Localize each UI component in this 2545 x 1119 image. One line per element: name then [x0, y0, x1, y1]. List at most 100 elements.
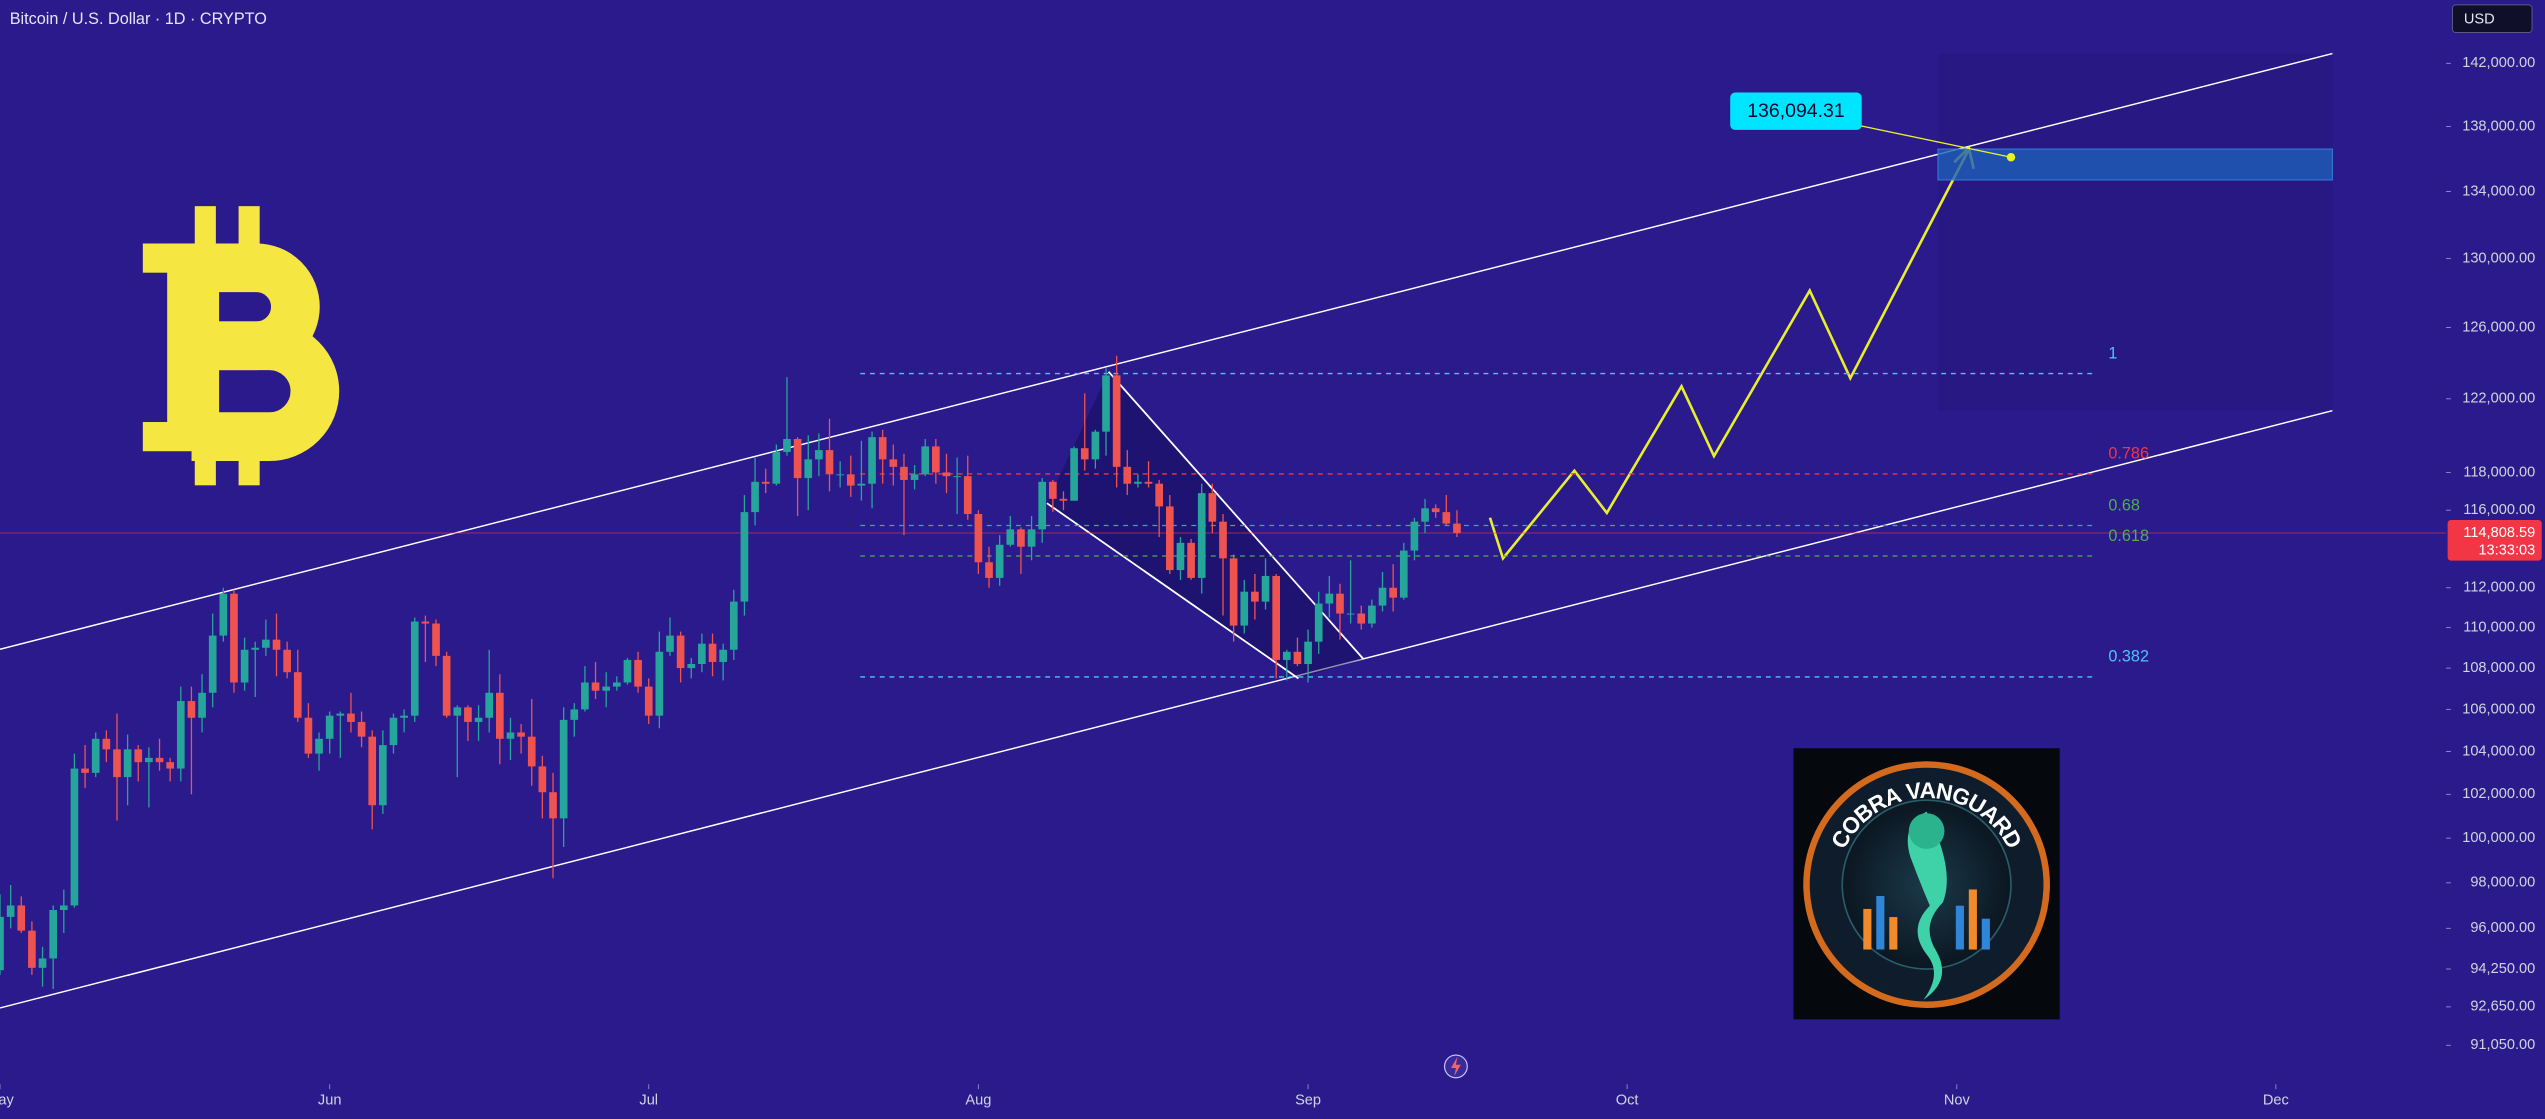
candle-body: [17, 905, 26, 931]
candle-body: [59, 905, 68, 911]
candle-body: [910, 474, 919, 480]
candle-body: [293, 672, 302, 718]
candle-body: [1272, 575, 1280, 660]
candle-body: [1410, 521, 1419, 551]
candle-body: [772, 451, 781, 484]
candle-body: [889, 459, 898, 467]
candle-body: [176, 701, 185, 769]
target-label-box: [1730, 92, 1862, 130]
fib-label: 1: [2108, 344, 2117, 362]
candle-body: [644, 686, 653, 716]
candle-body: [602, 686, 611, 691]
candle-body: [1336, 593, 1344, 614]
x-tick-label: Jul: [639, 1092, 658, 1108]
candle-body: [28, 930, 36, 968]
candle-body: [496, 692, 504, 739]
candle-body: [1368, 605, 1376, 624]
candle-body: [1346, 613, 1355, 615]
candle-body: [793, 438, 802, 479]
candle-body: [900, 466, 908, 480]
candle-body: [506, 732, 515, 739]
candle-body: [283, 649, 291, 673]
candle-body: [740, 512, 749, 602]
flag-line: [1046, 502, 1299, 680]
candle-body: [347, 713, 355, 722]
candle-body: [612, 682, 621, 687]
candle-body: [1102, 375, 1110, 432]
candle-body: [304, 717, 313, 754]
candle-body: [1197, 493, 1206, 578]
candle-body: [102, 738, 111, 750]
candle-body: [485, 692, 494, 718]
candle-body: [815, 450, 823, 460]
target-point: [2006, 153, 2016, 162]
x-tick-label: Jun: [318, 1092, 342, 1108]
candle-body: [559, 719, 568, 819]
y-tick-label: 118,000.00: [2463, 464, 2535, 480]
candle-body: [549, 792, 557, 819]
cobra-logo: COBRA VANGUARD: [1793, 748, 2060, 1020]
target-label: 136,094.31: [1747, 100, 1844, 122]
candle-body: [453, 707, 462, 716]
candle-body: [1304, 641, 1312, 665]
y-tick-label: 110,000.00: [2463, 619, 2535, 635]
candle-body: [538, 766, 547, 793]
candle-body: [1431, 508, 1440, 513]
drawings: [0, 52, 2446, 1009]
candle-body: [878, 437, 887, 460]
fib-label: 0.786: [2108, 445, 2149, 463]
candle-body: [1059, 498, 1068, 501]
currency-label[interactable]: USD: [2464, 11, 2495, 27]
candle-body: [1070, 448, 1078, 501]
candle-body: [517, 732, 525, 737]
candle-body: [1112, 375, 1121, 467]
candle-body: [1453, 523, 1461, 534]
candle-body: [655, 651, 664, 716]
last-price-label: 114,808.59: [2463, 525, 2535, 541]
y-tick-label: 91,050.00: [2470, 1037, 2535, 1053]
candle-body: [155, 757, 164, 763]
candle-body: [868, 437, 876, 484]
candle-body: [921, 446, 930, 475]
candle-body: [591, 682, 600, 691]
candle-body: [761, 481, 770, 484]
candle-body: [123, 749, 132, 778]
candle-body: [804, 459, 813, 479]
projection-path: [1488, 148, 1970, 562]
candle-body: [1229, 558, 1238, 626]
candle-body: [6, 905, 15, 917]
candle-body: [208, 635, 217, 693]
candles: [0, 355, 1461, 990]
candle-body: [623, 659, 632, 683]
x-tick-label: Aug: [965, 1092, 991, 1108]
y-tick-label: 126,000.00: [2462, 319, 2535, 335]
fib-label: 0.382: [2108, 648, 2149, 666]
candle-body: [729, 601, 738, 650]
bolt-glyph: [1451, 1056, 1461, 1077]
candle-body: [1027, 529, 1036, 547]
candle-body: [1155, 483, 1164, 507]
channel-lower: [0, 409, 2333, 1009]
candle-body: [527, 736, 536, 767]
candle-body: [0, 916, 4, 971]
fib-label: 0.68: [2108, 496, 2140, 514]
y-tick-label: 106,000.00: [2462, 701, 2535, 717]
candle-body: [953, 476, 961, 478]
currency-button[interactable]: [2451, 4, 2533, 33]
candle-body: [1006, 529, 1015, 545]
candle-body: [634, 659, 642, 687]
y-tick-label: 142,000.00: [2462, 55, 2535, 71]
candle-body: [474, 717, 483, 722]
candle-body: [410, 621, 419, 716]
candle-body: [113, 749, 121, 778]
candle-body: [49, 910, 58, 959]
candle-body: [1208, 493, 1217, 522]
candle-body: [1261, 575, 1270, 602]
candle-body: [942, 472, 951, 477]
candle-body: [751, 481, 759, 513]
candle-body: [995, 544, 1004, 578]
y-tick-label: 102,000.00: [2462, 786, 2535, 802]
